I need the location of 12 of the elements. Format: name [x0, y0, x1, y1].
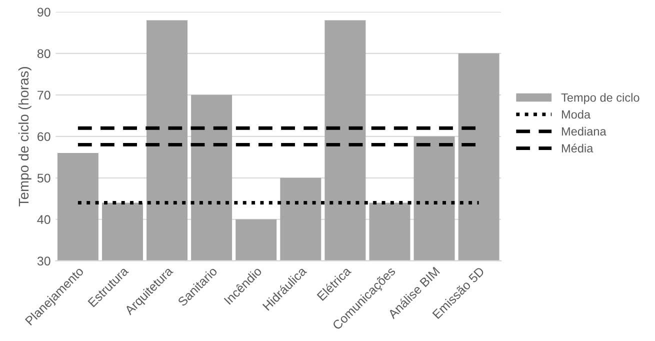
- y-tick-label: 30: [37, 256, 50, 266]
- legend-label: Média: [562, 144, 594, 152]
- legend-label: Tempo de ciclo: [561, 93, 640, 104]
- y-tick-label: 80: [37, 49, 50, 58]
- legend-label: Moda: [562, 110, 591, 119]
- y-tick-label: 40: [37, 215, 50, 224]
- y-tick-label: 70: [38, 90, 50, 100]
- legend-label: Mediana: [562, 126, 606, 136]
- y-axis-title: Tempo de ciclo (horas): [18, 67, 32, 206]
- y-tick-label: 60: [38, 132, 50, 142]
- y-tick-label: 90: [37, 8, 50, 17]
- y-tick-label: 50: [37, 174, 50, 183]
